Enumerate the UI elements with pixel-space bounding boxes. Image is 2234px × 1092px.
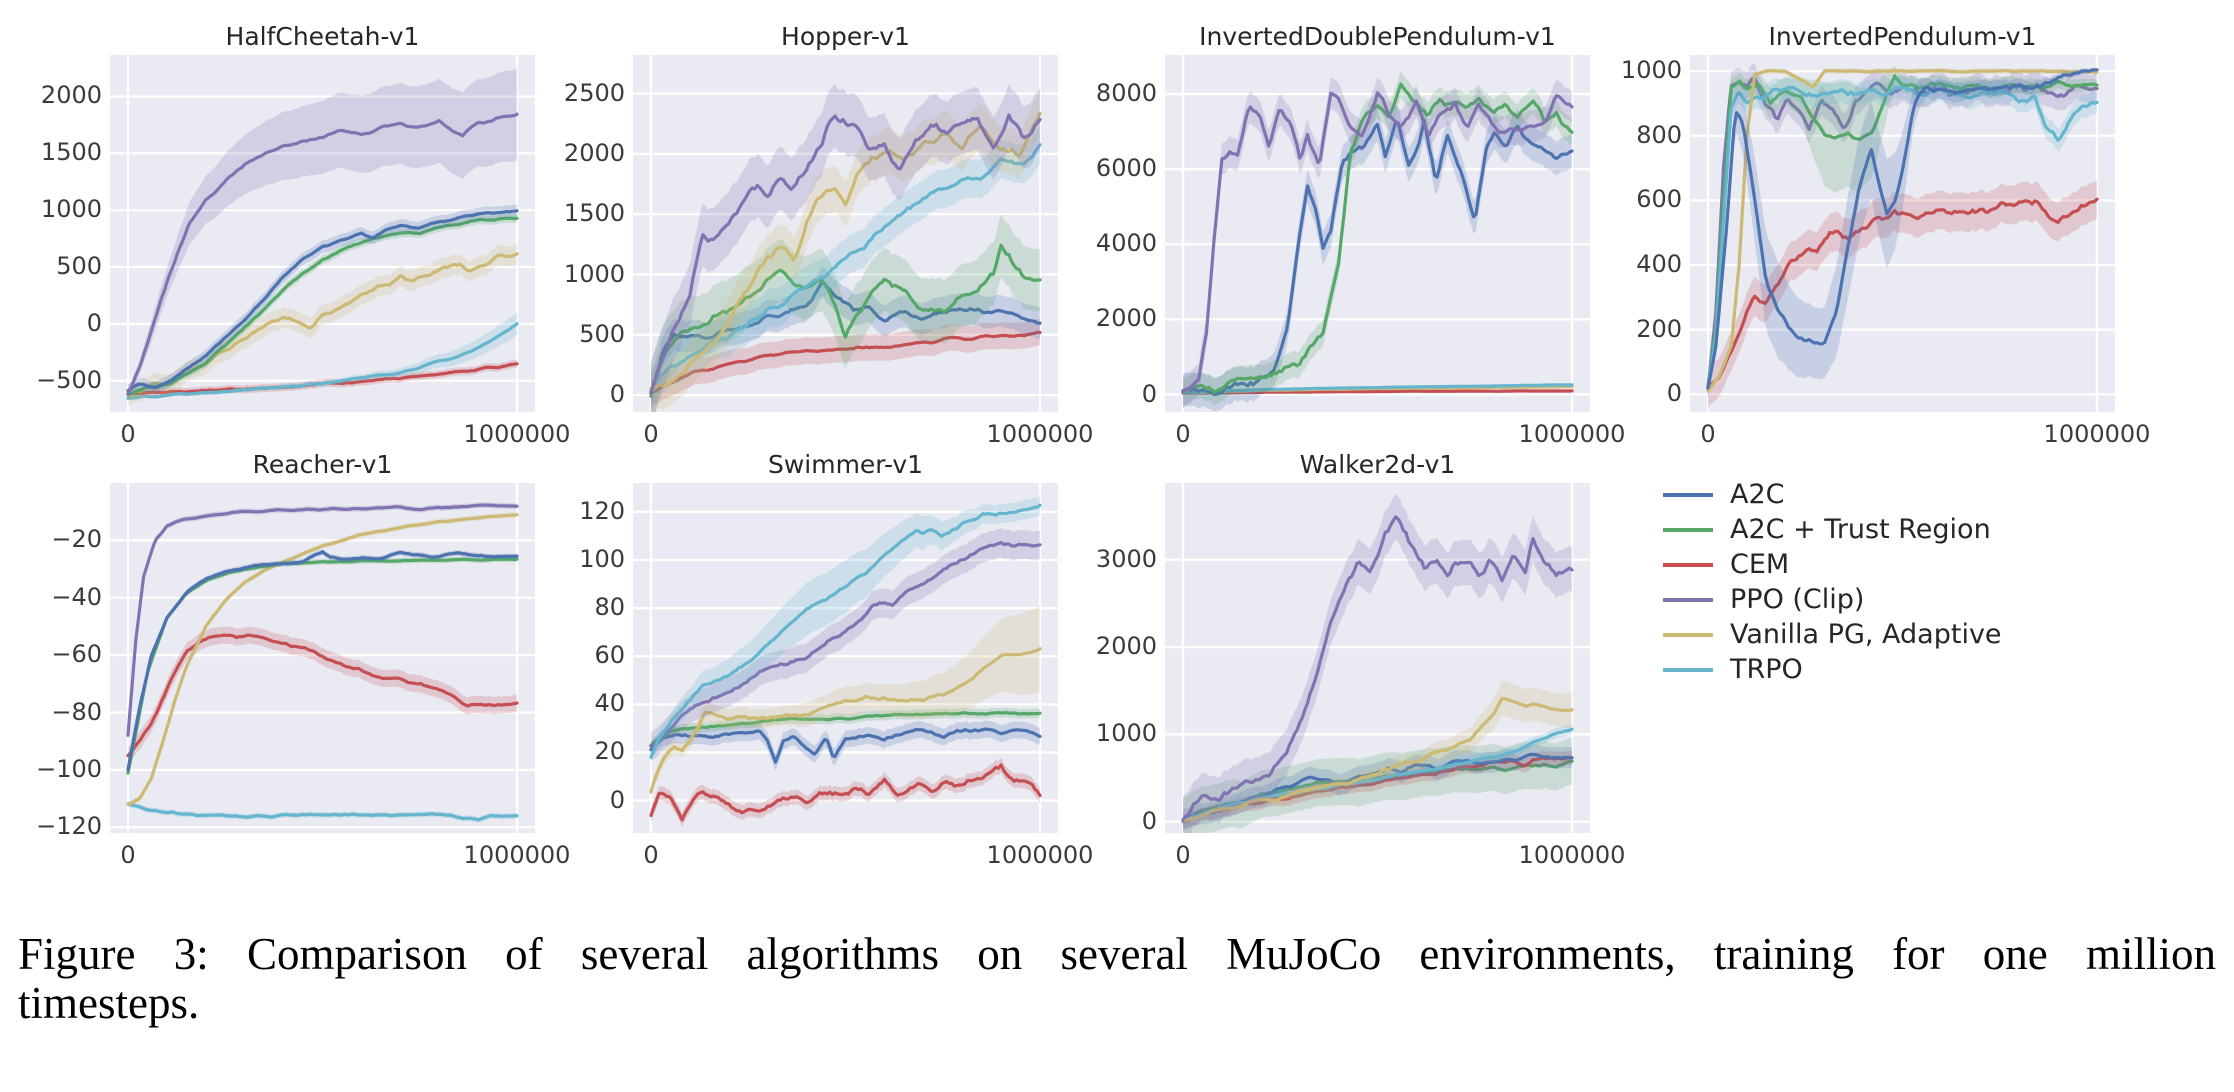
plot-walker2d: Walker2d-v1 3000 2000 1000 0 0 1000000 (1096, 450, 1626, 869)
y-tick-label: 120 (579, 496, 625, 525)
y-tick-label: −500 (36, 365, 102, 394)
vanilla-pg-adaptive-line-swatch (1663, 632, 1713, 637)
y-tick-label: 2000 (563, 138, 625, 167)
plot-hopper: Hopper-v1 2500 2000 1500 1000 500 0 0 1000000 (564, 22, 1094, 448)
y-tick-label: 4000 (1095, 229, 1157, 258)
y-tick-label: 0 (609, 785, 625, 814)
legend-item-vanilla-pg-adaptive: Vanilla PG, Adaptive (1663, 617, 2002, 652)
walker2d-chart (1165, 483, 1590, 833)
x-tick-label: 0 (643, 841, 659, 869)
plot-reacher: Reacher-v1 −20 −40 −60 −80 −100 −120 0 1000000 (36, 450, 570, 869)
y-tick-label: −120 (36, 812, 102, 841)
y-tick-label: −20 (51, 525, 102, 554)
y-tick-label: 0 (86, 308, 102, 337)
legend-label: Vanilla PG, Adaptive (1730, 619, 2002, 650)
y-tick-label: −80 (51, 697, 102, 726)
y-tick-label: 8000 (1095, 79, 1157, 108)
plot-title-halfcheetah: HalfCheetah-v1 (225, 22, 420, 51)
plot-title-reacher: Reacher-v1 (252, 450, 393, 479)
x-tick-label: 1000000 (463, 841, 571, 869)
halfcheetah-chart (110, 55, 535, 412)
swimmer-chart (633, 483, 1058, 833)
figure-caption: Figure 3: Comparison of several algorith… (18, 930, 2216, 1028)
x-tick-label: 0 (120, 841, 136, 869)
x-tick-label: 1000000 (1518, 420, 1626, 448)
ppo-clip-line-swatch (1663, 597, 1713, 602)
trpo-line-swatch (1663, 667, 1713, 672)
y-tick-label: 6000 (1095, 154, 1157, 183)
a2c-line-swatch (1663, 492, 1713, 497)
legend: A2C A2C + Trust Region CEM PPO (Clip) Va… (1663, 477, 2002, 687)
y-tick-label: 0 (609, 380, 625, 409)
hopper-chart (633, 55, 1058, 412)
y-tick-label: 80 (594, 593, 625, 622)
y-tick-label: 500 (56, 252, 102, 281)
legend-label: A2C + Trust Region (1730, 514, 1991, 545)
y-tick-label: −40 (51, 582, 102, 611)
y-tick-label: 0 (1666, 379, 1682, 408)
plot-title-swimmer: Swimmer-v1 (767, 450, 924, 479)
y-tick-label: 3000 (1095, 544, 1157, 573)
x-tick-label: 0 (1700, 420, 1716, 448)
legend-label: TRPO (1730, 654, 1803, 685)
y-tick-label: 800 (1636, 120, 1682, 149)
y-tick-label: 2500 (563, 78, 625, 107)
y-tick-label: 1000 (563, 259, 625, 288)
y-tick-label: 2000 (40, 81, 102, 110)
y-tick-label: 400 (1636, 250, 1682, 278)
x-tick-label: 1000000 (1518, 841, 1626, 869)
y-tick-label: 0 (1141, 379, 1157, 408)
y-tick-label: 2000 (1095, 632, 1157, 661)
legend-item-trpo: TRPO (1663, 652, 2002, 687)
y-tick-label: 2000 (1095, 304, 1157, 333)
legend-label: PPO (Clip) (1730, 584, 1865, 615)
figure-caption-line2: timesteps. (18, 978, 200, 1028)
y-tick-label: 60 (594, 641, 625, 670)
plot-halfcheetah: HalfCheetah-v1 2000 1500 1000 500 0 −500 0 1000… (36, 22, 570, 448)
y-tick-label: 1500 (563, 199, 625, 228)
figure-caption-line1: Figure 3: Comparison of several algorith… (18, 929, 2216, 979)
y-tick-label: 100 (579, 544, 625, 573)
x-tick-label: 0 (120, 420, 136, 448)
y-tick-label: 1500 (40, 138, 102, 167)
legend-label: A2C (1730, 479, 1785, 510)
plot-invertedpendulum: InvertedPendulum-v1 1000 800 600 400 200 0 0 10… (1621, 22, 2151, 448)
x-tick-label: 0 (1175, 420, 1191, 448)
y-tick-label: 1000 (1095, 719, 1157, 748)
legend-item-a2c: A2C (1663, 477, 2002, 512)
y-tick-label: 20 (594, 737, 625, 766)
y-tick-label: 0 (1141, 806, 1157, 835)
legend-item-a2c-trust-region: A2C + Trust Region (1663, 512, 2002, 547)
inverteddoublependulum-chart (1165, 55, 1590, 412)
reacher-chart (110, 483, 535, 833)
y-tick-label: 500 (579, 319, 625, 348)
legend-item-ppo-clip: PPO (Clip) (1663, 582, 2002, 617)
invertedpendulum-chart (1690, 55, 2115, 412)
x-tick-label: 0 (1175, 841, 1191, 869)
a2c-trust-region-line-swatch (1663, 527, 1713, 532)
x-tick-label: 1000000 (986, 420, 1094, 448)
legend-label: CEM (1730, 549, 1790, 580)
x-tick-label: 0 (643, 420, 659, 448)
plot-swimmer: Swimmer-v1 120 100 80 60 40 20 0 0 1000000 (579, 450, 1093, 869)
cem-line-swatch (1663, 562, 1713, 567)
plot-title-inverteddoublependulum: InvertedDoublePendulum-v1 (1199, 22, 1556, 51)
plot-title-walker2d: Walker2d-v1 (1299, 450, 1456, 479)
plot-title-invertedpendulum: InvertedPendulum-v1 (1768, 22, 2037, 51)
y-tick-label: −100 (36, 754, 102, 783)
y-tick-label: 1000 (1620, 56, 1682, 85)
x-tick-label: 1000000 (463, 420, 571, 448)
plot-title-hopper: Hopper-v1 (781, 22, 910, 51)
x-tick-label: 1000000 (986, 841, 1094, 869)
y-tick-label: 40 (594, 689, 625, 718)
legend-item-cem: CEM (1663, 547, 2002, 582)
plot-inverteddoublependulum: InvertedDoublePendulum-v1 8000 6000 4000 20… (1096, 22, 1626, 448)
y-tick-label: 200 (1636, 314, 1682, 343)
y-tick-label: 1000 (40, 195, 102, 224)
y-tick-label: −60 (51, 640, 102, 669)
y-tick-label: 600 (1636, 185, 1682, 214)
x-tick-label: 1000000 (2043, 420, 2151, 448)
